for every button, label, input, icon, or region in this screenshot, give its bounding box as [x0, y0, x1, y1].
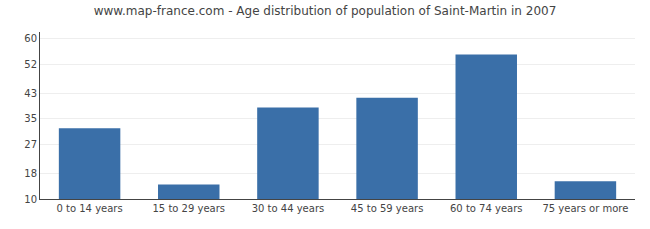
- svg-text:10: 10: [24, 194, 37, 205]
- svg-text:0 to 14 years: 0 to 14 years: [56, 203, 122, 214]
- svg-text:52: 52: [24, 59, 37, 70]
- svg-text:30 to 44 years: 30 to 44 years: [252, 203, 325, 214]
- svg-text:43: 43: [24, 88, 37, 99]
- svg-text:27: 27: [24, 139, 37, 150]
- svg-text:60: 60: [24, 33, 37, 44]
- svg-text:60 to 74 years: 60 to 74 years: [450, 203, 523, 214]
- svg-text:75 years or more: 75 years or more: [542, 203, 628, 214]
- svg-text:18: 18: [24, 168, 37, 179]
- svg-text:www.map-france.com - Age distr: www.map-france.com - Age distribution of…: [94, 4, 557, 18]
- svg-text:35: 35: [24, 113, 37, 124]
- svg-text:45 to 59 years: 45 to 59 years: [351, 203, 424, 214]
- svg-text:15 to 29 years: 15 to 29 years: [152, 203, 225, 214]
